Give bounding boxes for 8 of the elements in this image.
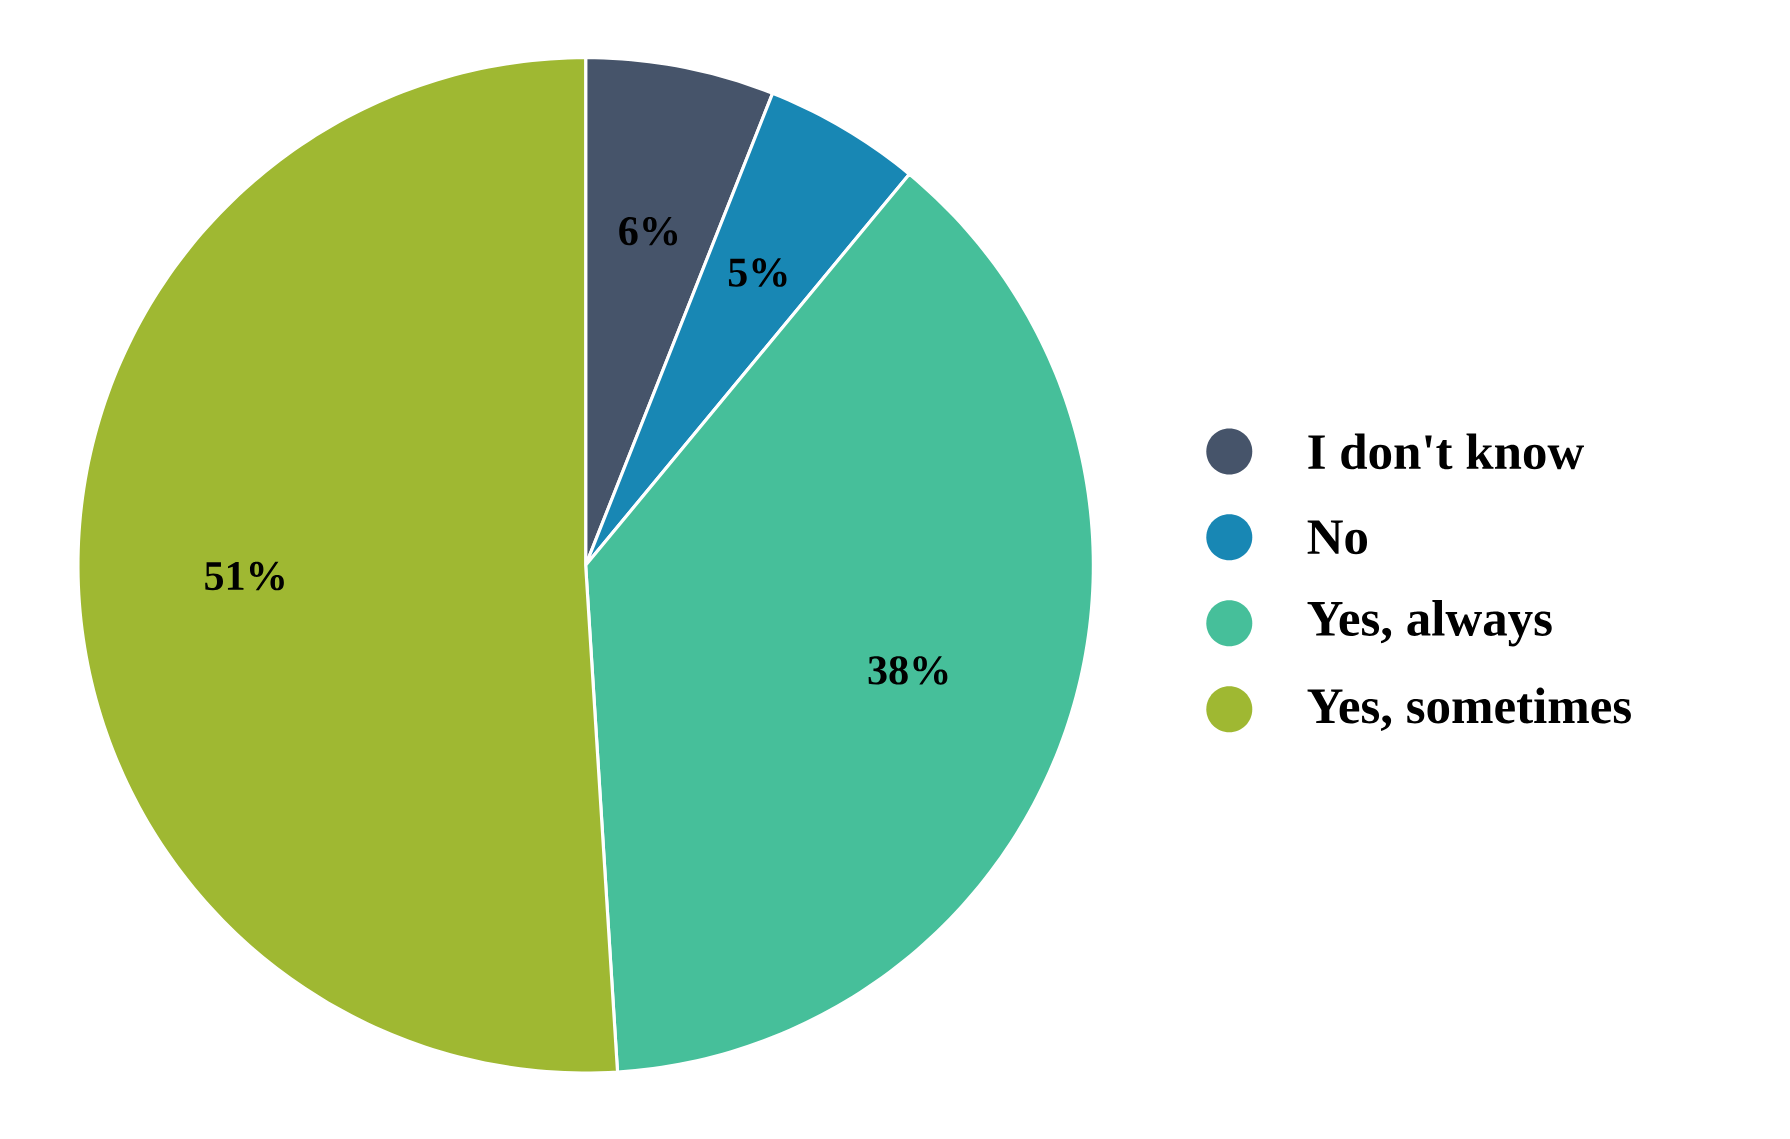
- data-label: 6%: [619, 216, 678, 246]
- data-label: 5%: [728, 258, 787, 287]
- legend-label: I don't know: [1308, 433, 1584, 470]
- legend-label: No: [1307, 520, 1368, 555]
- legend-label: Yes, sometimes: [1307, 687, 1631, 731]
- data-label: 51%: [205, 561, 284, 591]
- data-label: 38%: [868, 656, 948, 685]
- legend-label: Yes, always: [1307, 600, 1552, 647]
